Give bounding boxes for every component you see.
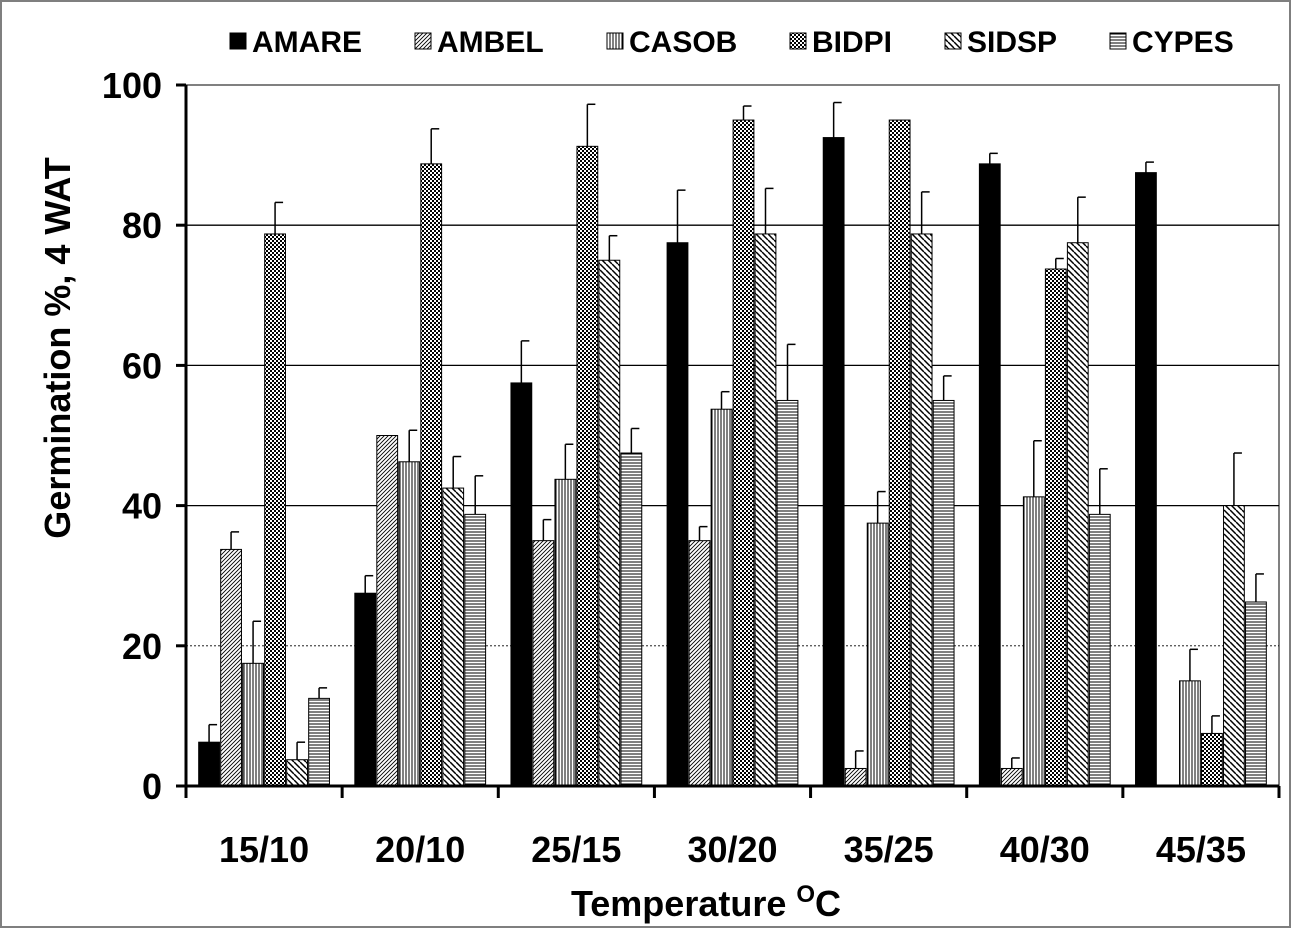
- bar-BIDPI-20/10: [420, 163, 443, 787]
- bar-BIDPI-30/20: [732, 119, 755, 787]
- bar-CYPES-15/10: [308, 697, 330, 787]
- legend: AMARE AMBEL CASOB BIDPI SIDSP CYPES: [229, 26, 1234, 59]
- bar-AMARE-20/10: [354, 592, 377, 787]
- bar-CASOB-15/10: [242, 662, 264, 787]
- legend-swatch-CYPES: [1109, 32, 1127, 50]
- bar-CASOB-20/10: [398, 461, 421, 787]
- bar-CASOB-35/25: [866, 522, 889, 787]
- bar-CYPES-30/20: [776, 399, 799, 787]
- x-tick-label-25/15: 25/15: [531, 829, 621, 870]
- x-tick-label-40/30: 40/30: [1000, 829, 1090, 870]
- y-tick-labels: 0 20 40 60 80 100: [102, 65, 162, 807]
- bar-BIDPI-45/35: [1201, 732, 1223, 787]
- legend-label-AMARE: AMARE: [252, 26, 362, 59]
- legend-swatch-BIDPI: [789, 32, 807, 50]
- x-tick-labels: 15/10 20/10 25/15 30/20 35/25 40/30 45/35: [219, 829, 1246, 870]
- bar-BIDPI-15/10: [264, 233, 286, 787]
- legend-label-SIDSP: SIDSP: [967, 26, 1057, 59]
- bar-SIDSP-40/30: [1066, 242, 1089, 787]
- grid-layer: [176, 83, 1281, 798]
- bar-CYPES-35/25: [932, 399, 955, 787]
- bar-SIDSP-20/10: [442, 487, 465, 787]
- bar-CYPES-40/30: [1088, 513, 1111, 787]
- x-tick-label-35/25: 35/25: [844, 829, 934, 870]
- legend-label-CASOB: CASOB: [629, 26, 737, 59]
- bar-SIDSP-25/15: [598, 259, 621, 787]
- bar-BIDPI-25/15: [576, 145, 599, 787]
- legend-swatch-CASOB: [606, 32, 624, 50]
- bar-AMARE-15/10: [198, 741, 220, 787]
- bar-AMBEL-25/15: [532, 540, 555, 787]
- bar-AMARE-35/25: [822, 137, 845, 787]
- legend-label-AMBEL: AMBEL: [437, 26, 544, 59]
- bar-CASOB-45/35: [1179, 680, 1201, 787]
- bar-CYPES-25/15: [620, 452, 643, 787]
- bar-AMBEL-15/10: [220, 548, 242, 787]
- plot-area: [185, 84, 1280, 787]
- x-axis-title-sup: O: [796, 881, 815, 908]
- bar-CYPES-20/10: [464, 513, 487, 787]
- bar-SIDSP-15/10: [286, 759, 308, 787]
- y-tick-label-0: 0: [142, 766, 162, 807]
- bar-CASOB-40/30: [1022, 496, 1045, 787]
- bar-SIDSP-45/35: [1223, 505, 1245, 787]
- x-tick-label-45/35: 45/35: [1156, 829, 1246, 870]
- bar-SIDSP-30/20: [754, 233, 777, 787]
- y-tick-label-40: 40: [122, 486, 162, 527]
- y-tick-label-100: 100: [102, 65, 162, 106]
- x-tick-label-15/10: 15/10: [219, 829, 309, 870]
- bar-CYPES-45/35: [1245, 601, 1267, 787]
- x-axis-title-unit: C: [815, 883, 841, 924]
- y-axis-title: Germination %, 4 WAT: [37, 157, 78, 538]
- legend-label-CYPES: CYPES: [1132, 26, 1234, 59]
- bar-AMARE-25/15: [510, 382, 533, 787]
- bar-AMARE-30/20: [666, 242, 689, 787]
- x-tick-label-30/20: 30/20: [687, 829, 777, 870]
- y-tick-label-80: 80: [122, 205, 162, 246]
- bar-CASOB-25/15: [554, 478, 577, 787]
- bar-CASOB-30/20: [710, 408, 733, 787]
- bar-AMBEL-35/25: [844, 767, 867, 787]
- bar-AMBEL-30/20: [688, 540, 711, 787]
- legend-swatch-AMBEL: [414, 32, 432, 50]
- y-tick-label-60: 60: [122, 345, 162, 386]
- errors-layer: [208, 101, 1264, 769]
- x-tick-label-20/10: 20/10: [375, 829, 465, 870]
- legend-label-BIDPI: BIDPI: [812, 26, 892, 59]
- bar-BIDPI-40/30: [1044, 268, 1067, 787]
- bar-BIDPI-35/25: [888, 119, 911, 787]
- x-axis-title-text: Temperature: [571, 883, 786, 924]
- legend-swatch-AMARE: [229, 32, 247, 50]
- bar-SIDSP-35/25: [910, 233, 933, 787]
- y-tick-label-20: 20: [122, 626, 162, 667]
- legend-swatch-SIDSP: [944, 32, 962, 50]
- bar-AMARE-45/35: [1135, 172, 1157, 787]
- bar-AMBEL-40/30: [1000, 767, 1023, 787]
- x-axis-title: Temperature OC: [571, 881, 841, 924]
- bar-AMARE-40/30: [978, 163, 1001, 787]
- bar-AMBEL-20/10: [376, 435, 399, 787]
